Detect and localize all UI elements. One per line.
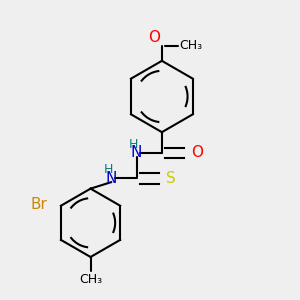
Text: Br: Br xyxy=(31,197,48,212)
Text: O: O xyxy=(148,30,160,45)
Text: O: O xyxy=(191,146,203,160)
Text: N: N xyxy=(131,146,142,160)
Text: H: H xyxy=(104,164,113,176)
Text: H: H xyxy=(129,138,138,151)
Text: CH₃: CH₃ xyxy=(180,40,203,52)
Text: N: N xyxy=(106,171,117,186)
Text: S: S xyxy=(166,171,176,186)
Text: CH₃: CH₃ xyxy=(79,273,102,286)
